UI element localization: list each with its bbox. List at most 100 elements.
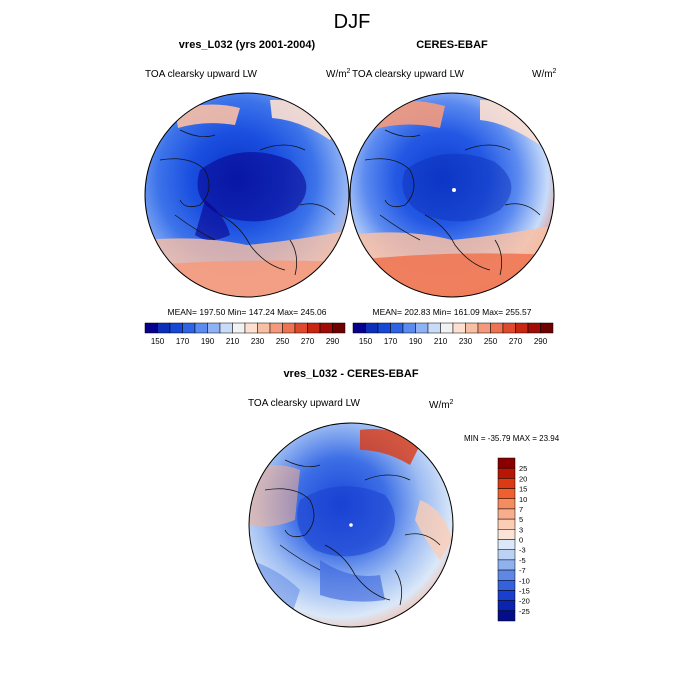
panel-model-colorbar-tick-label: 210	[226, 337, 240, 346]
panel-diff-colorbar-swatch	[497, 457, 516, 469]
panel-diff-colorbar-swatch	[497, 590, 516, 601]
panel-model-colorbar-tick-label: 270	[301, 337, 315, 346]
panel-obs-colorbar-swatch	[390, 322, 404, 334]
panel-obs-colorbar-swatch	[490, 322, 504, 334]
panel-obs-colorbar-tick-label: 230	[459, 337, 473, 346]
panel-diff-colorbar-tick-label: 10	[519, 495, 527, 504]
panel-model-colorbar-tick-label: 290	[326, 337, 340, 346]
panel-obs-colorbar-tick-label: 210	[434, 337, 448, 346]
panel-diff-colorbar-tick-label: -25	[519, 607, 530, 616]
panel-obs-colorbar-tick-label: 190	[409, 337, 423, 346]
panel-diff-colorbar-tick-label: 20	[519, 474, 527, 483]
panel-model-colorbar-swatch	[182, 322, 196, 334]
panel-diff-variable: TOA clearsky upward LW	[248, 398, 360, 409]
panel-model-colorbar-swatch	[282, 322, 296, 334]
panel-obs-colorbar-swatch	[415, 322, 429, 334]
panel-model-colorbar-swatch	[194, 322, 208, 334]
panel-obs-colorbar-swatch	[402, 322, 416, 334]
panel-model-stats: MEAN= 197.50 Min= 147.24 Max= 245.06	[167, 307, 326, 317]
panel-diff-colorbar-tick-label: 5	[519, 515, 523, 524]
panel-diff-colorbar-tick-label: 0	[519, 536, 523, 545]
panel-obs-colorbar-swatch	[452, 322, 466, 334]
panel-model-colorbar-swatch	[169, 322, 183, 334]
panel-obs: CERES-EBAF TOA clearsky upward LW W/m2 M…	[349, 39, 557, 346]
panel-diff-colorbar-swatch	[497, 559, 516, 571]
panel-model-colorbar-swatch	[332, 322, 346, 334]
panel-model-variable: TOA clearsky upward LW	[145, 69, 257, 80]
panel-diff-colorbar-tick-label: 7	[519, 505, 523, 514]
panel-obs-map	[350, 93, 554, 297]
panel-obs-colorbar-swatch	[515, 322, 529, 334]
panel-model-colorbar-tick-label: 170	[176, 337, 190, 346]
panel-model: vres_L032 (yrs 2001-2004) TOA clearsky u…	[144, 39, 351, 346]
panel-diff-colorbar-swatch	[497, 610, 516, 622]
panel-obs-colorbar-swatch	[427, 322, 441, 334]
panel-diff-colorbar-swatch	[497, 478, 516, 489]
panel-obs-colorbar-swatch	[352, 322, 366, 334]
panel-model-colorbar-tick-label: 250	[276, 337, 290, 346]
panel-diff-colorbar-tick-label: -15	[519, 586, 530, 595]
panel-model-colorbar-swatch	[257, 322, 271, 334]
panel-model-map	[145, 93, 349, 297]
panel-model-colorbar-swatch	[207, 322, 221, 334]
panel-model-colorbar-swatch	[294, 322, 308, 334]
figure-title: DJF	[334, 11, 371, 33]
panel-obs-colorbar-tick-label: 290	[534, 337, 548, 346]
panel-obs-colorbar-swatch	[440, 322, 454, 334]
panel-model-colorbar: 150 170 190 210 230 250 270 290	[144, 322, 346, 346]
panel-diff-colorbar-tick-label: -3	[519, 546, 526, 555]
panel-diff-colorbar-swatch	[497, 529, 516, 540]
panel-diff-colorbar-tick-label: -7	[519, 566, 526, 575]
panel-diff-colorbar-swatch	[497, 467, 516, 479]
panel-diff-map	[249, 423, 453, 627]
panel-obs-map-border	[349, 92, 555, 298]
panel-diff-colorbar-swatch	[497, 600, 516, 612]
panel-obs-colorbar-tick-label: 170	[384, 337, 398, 346]
panel-obs-colorbar-swatch	[540, 322, 554, 334]
panel-model-colorbar-tick-label: 150	[151, 337, 165, 346]
panel-obs-colorbar-swatch	[465, 322, 479, 334]
panel-obs-variable: TOA clearsky upward LW	[352, 69, 464, 80]
panel-obs-units: W/m2	[532, 68, 557, 80]
panel-diff-stats: MIN = -35.79 MAX = 23.94	[464, 434, 560, 443]
panel-obs-colorbar-tick-label: 250	[484, 337, 498, 346]
panel-obs-title: CERES-EBAF	[416, 39, 488, 51]
panel-diff-colorbar-swatch	[497, 539, 516, 550]
panel-obs-colorbar-swatch	[502, 322, 516, 334]
panel-obs-colorbar-swatch	[365, 322, 379, 334]
panel-diff-map-border	[248, 422, 454, 628]
panel-diff-colorbar-swatch	[497, 569, 516, 581]
panel-diff-colorbar-tick-label: -5	[519, 556, 526, 565]
panel-obs-colorbar-tick-label: 150	[359, 337, 373, 346]
panel-diff-units: W/m2	[429, 399, 454, 411]
panel-obs-stats: MEAN= 202.83 Min= 161.09 Max= 255.57	[372, 307, 531, 317]
panel-model-title: vres_L032 (yrs 2001-2004)	[179, 39, 316, 51]
panel-model-colorbar-swatch	[219, 322, 233, 334]
panel-diff-colorbar-swatch	[497, 518, 516, 530]
panel-obs-colorbar-tick-label: 270	[509, 337, 523, 346]
panel-model-colorbar-swatch	[157, 322, 171, 334]
panel-obs-colorbar-swatch	[477, 322, 491, 334]
panel-diff-colorbar-swatch	[497, 580, 516, 591]
panel-model-colorbar-swatch	[244, 322, 258, 334]
panel-diff-title: vres_L032 - CERES-EBAF	[283, 368, 418, 380]
panel-diff-colorbar-tick-label: 3	[519, 525, 523, 534]
panel-model-units: W/m2	[326, 68, 351, 80]
panel-model-colorbar-swatch	[307, 322, 321, 334]
panel-diff-colorbar-swatch	[497, 549, 516, 561]
panel-diff: vres_L032 - CERES-EBAF TOA clearsky upwa…	[248, 368, 560, 628]
panel-model-colorbar-swatch	[319, 322, 333, 334]
panel-model-colorbar-tick-label: 230	[251, 337, 265, 346]
panel-diff-colorbar-swatch	[497, 488, 516, 499]
panel-obs-colorbar-swatch	[377, 322, 391, 334]
panel-diff-colorbar-swatch	[497, 498, 516, 510]
panel-diff-colorbar-tick-label: 15	[519, 485, 527, 494]
panel-model-map-border	[144, 92, 350, 298]
panel-model-colorbar-swatch	[232, 322, 246, 334]
panel-model-colorbar-swatch	[269, 322, 283, 334]
panel-diff-colorbar-swatch	[497, 508, 516, 520]
panel-obs-colorbar: 150 170 190 210 230 250 270 290	[352, 322, 554, 346]
panel-diff-colorbar-tick-label: -20	[519, 597, 530, 606]
